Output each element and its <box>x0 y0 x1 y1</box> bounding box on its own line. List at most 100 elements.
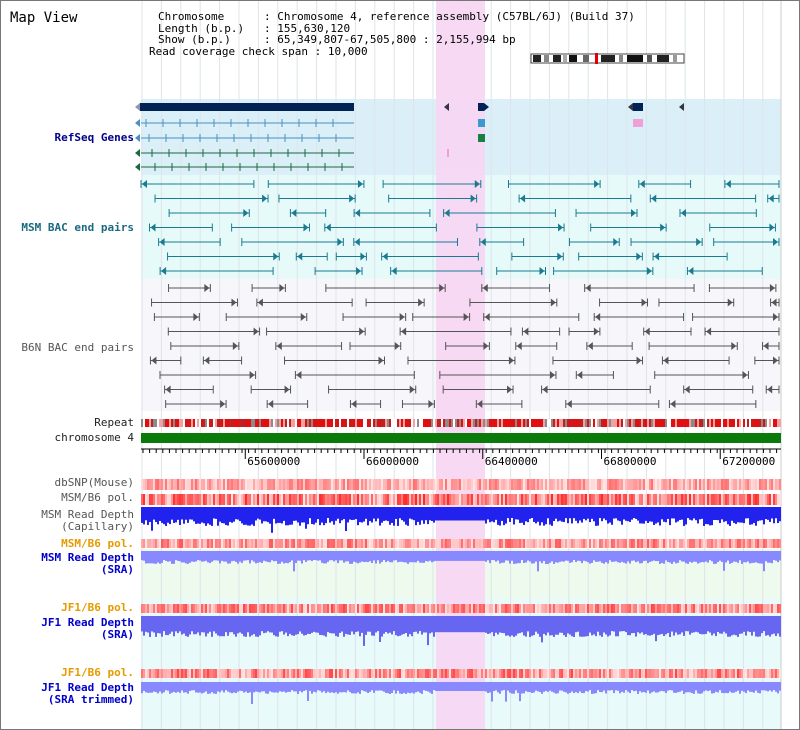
jf1-sra-depth-bar <box>663 616 665 636</box>
msm-sra-depth-bar <box>203 551 205 562</box>
dbsnp-segment <box>373 479 375 490</box>
jf1-pol-segment <box>187 604 189 613</box>
dbsnp-segment <box>671 479 673 490</box>
jf1-sra-depth-bar <box>539 616 541 637</box>
jf1-trim-depth-bar <box>157 682 159 694</box>
jf1-trim-pol-segment <box>491 669 493 678</box>
jf1-sra-depth-bar <box>685 616 687 632</box>
jf1-trim-pol-segment <box>227 669 229 678</box>
jf1-pol-segment <box>417 604 419 613</box>
refseq-exon <box>447 149 449 157</box>
msm-pol-segment <box>189 494 191 505</box>
jf1-trim-depth-bar <box>399 682 401 694</box>
ideogram-band <box>627 55 643 62</box>
repeat-segment <box>681 419 683 427</box>
jf1-sra-depth-bar <box>649 616 651 636</box>
msm-sra-depth-bar <box>175 551 177 561</box>
axis-tick-label: 66000000 <box>366 455 419 468</box>
jf1-pol-segment <box>619 604 621 613</box>
jf1-trim-depth-bar <box>527 682 529 692</box>
jf1-trim-depth-bar <box>649 682 651 694</box>
msm-sra-depth-bar <box>195 551 197 562</box>
jf1-trim-depth-bar <box>735 682 737 692</box>
msm-capillary-depth-bar <box>219 507 221 522</box>
jf1-pol-segment <box>759 604 761 613</box>
jf1-trim-pol-segment <box>497 669 499 678</box>
jf1-trim-depth-bar <box>237 682 239 692</box>
jf1-sra-depth-bar <box>385 616 387 632</box>
repeat-segment <box>337 419 339 427</box>
msm-pol-segment <box>511 494 513 505</box>
msm-pol-segment <box>691 494 693 505</box>
dbsnp-segment <box>593 479 595 490</box>
msm-sra-depth-bar <box>425 551 427 562</box>
jf1-trim-pol-segment <box>679 669 681 678</box>
msm-capillary-depth-bar <box>511 507 513 519</box>
jf1-sra-depth-bar <box>493 616 495 637</box>
msm-pol-segment <box>191 494 193 505</box>
jf1-trim-pol-segment <box>315 669 317 678</box>
jf1-sra-depth-bar <box>377 616 379 632</box>
repeat-segment <box>581 419 583 427</box>
repeat-segment <box>191 419 193 427</box>
msm-bac-label[interactable]: MSM BAC end pairs <box>21 221 134 234</box>
dbsnp-segment <box>501 479 503 490</box>
jf1-trim-pol-segment <box>249 669 251 678</box>
jf1-pol-segment <box>531 604 533 613</box>
msm-capillary-depth-bar <box>603 507 605 519</box>
jf1-trim-depth-bar <box>695 682 697 691</box>
jf1-trim-pol-segment <box>155 669 157 678</box>
dbsnp-segment <box>679 479 681 490</box>
dbsnp-segment <box>647 479 649 490</box>
jf1-trim-pol-segment <box>519 669 521 678</box>
jf1-trim-pol-segment <box>245 669 247 678</box>
msm-sra-depth-bar <box>531 551 533 564</box>
msm-capillary-depth-bar <box>665 507 667 523</box>
dbsnp-segment <box>487 479 489 490</box>
msm-sra-depth-bar <box>761 551 763 564</box>
feature-tracks <box>135 103 780 408</box>
msm-sra-pol-segment <box>747 539 749 548</box>
msm-sra-pol-segment <box>641 539 643 548</box>
dbsnp-segment <box>329 479 331 490</box>
msm-pol-segment <box>631 494 633 505</box>
jf1-pol-segment <box>375 604 377 613</box>
msm-sra-depth-bar <box>623 551 625 563</box>
jf1-trim-pol-segment <box>283 669 285 678</box>
jf1-sra-depth-bar <box>203 616 205 633</box>
jf1-sra-depth-bar <box>423 616 425 633</box>
msm-pol-segment <box>299 494 301 505</box>
dbsnp-segment <box>643 479 645 490</box>
msm-sra-pol-segment <box>363 539 365 548</box>
msm-pol-segment <box>397 494 399 505</box>
jf1-sra-depth-bar <box>597 616 599 632</box>
msm-capillary-depth-bar <box>459 507 461 521</box>
msm-sra-pol-segment <box>639 539 641 548</box>
msm-sra-pol-segment <box>327 539 329 548</box>
repeat-segment <box>289 419 291 427</box>
msm-pol-segment <box>369 494 371 505</box>
jf1-sra-depth-bar <box>469 616 471 633</box>
jf1-trim-depth-bar <box>169 682 171 694</box>
dbsnp-segment <box>255 479 257 490</box>
jf1-trim-pol-segment <box>303 669 305 678</box>
jf1-trim-depth-bar <box>215 682 217 694</box>
msm-capillary-depth-bar <box>515 507 517 520</box>
msm-pol-segment <box>219 494 221 505</box>
refseq-genes-label[interactable]: RefSeq Genes <box>54 131 134 144</box>
jf1-pol-segment <box>253 604 255 613</box>
msm-pol-segment <box>685 494 687 505</box>
dbsnp-segment <box>675 479 677 490</box>
msm-sra-depth-bar <box>763 551 765 572</box>
repeat-segment <box>277 419 279 427</box>
b6n-bac-label[interactable]: B6N BAC end pairs <box>21 341 134 354</box>
jf1-trim-depth-bar <box>703 682 705 692</box>
jf1-sra-depth-bar <box>521 616 523 633</box>
jf1-trim-depth-bar <box>665 682 667 693</box>
repeat-segment <box>435 419 437 427</box>
dbsnp-segment <box>727 479 729 490</box>
feature-arrow <box>296 371 302 379</box>
jf1-sra-depth-bar <box>623 616 625 632</box>
jf1-pol-segment <box>665 604 667 613</box>
